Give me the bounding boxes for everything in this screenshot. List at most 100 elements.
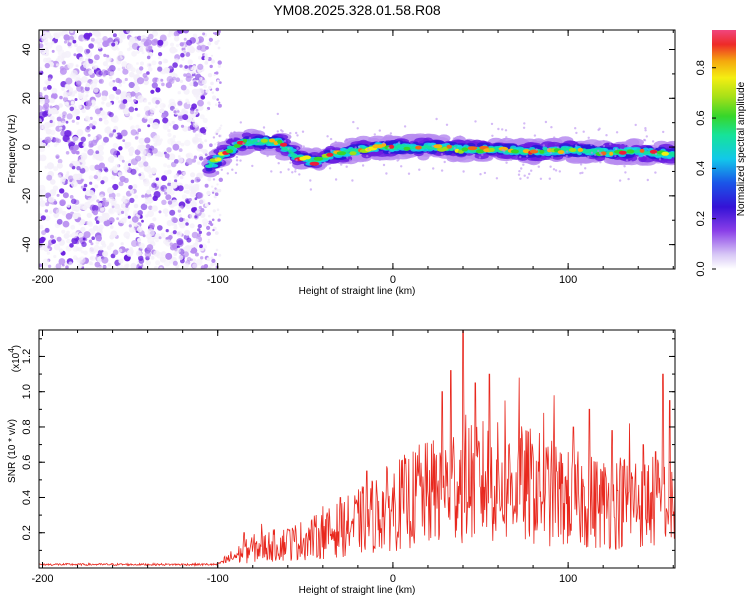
noise-dot [188, 64, 193, 69]
noise-dot [102, 250, 109, 257]
noise-dot [177, 157, 184, 164]
noise-dot [43, 94, 49, 100]
noise-dot [185, 52, 191, 57]
noise-dot [69, 195, 74, 199]
ridge-scatter [334, 140, 337, 144]
noise-dot [178, 112, 183, 116]
noise-dot [151, 39, 158, 46]
ridge-scatter [539, 177, 543, 180]
noise-dot [76, 121, 80, 125]
noise-dot [108, 133, 114, 138]
noise-dot [128, 185, 133, 190]
noise-dot [66, 204, 71, 208]
noise-dot [128, 151, 134, 157]
noise-dot [160, 232, 165, 237]
noise-dot [128, 226, 136, 233]
snr-scale-prefix: (x10 [11, 352, 22, 372]
noise-dot [95, 150, 100, 155]
noise-dot [53, 254, 57, 259]
noise-dot [45, 32, 52, 39]
noise-dot [69, 72, 77, 79]
ridge-scatter [389, 132, 393, 135]
noise-dot [203, 84, 207, 89]
noise-dot [68, 175, 74, 181]
noise-dot [92, 120, 97, 126]
ridge-scatter [504, 129, 508, 132]
noise-dot [205, 46, 209, 50]
noise-dot [128, 115, 133, 121]
ridge-scatter [523, 122, 526, 125]
noise-dot [152, 77, 158, 83]
ridge-scatter [320, 167, 323, 170]
ridge-scatter [522, 126, 526, 129]
noise-dot [92, 30, 99, 36]
noise-dot [104, 126, 111, 134]
noise-dot [192, 258, 196, 263]
x-tick-label: 100 [559, 274, 577, 286]
noise-dot [87, 189, 95, 197]
ridge-scatter [270, 170, 273, 173]
noise-dot [183, 37, 187, 41]
noise-dot [206, 190, 211, 196]
noise-dot [208, 86, 212, 90]
ridge-peak [609, 151, 614, 156]
noise-dot [43, 102, 50, 109]
noise-dot [47, 111, 51, 115]
snr-panel: -200 -100 0 100 0.2 0.4 0.6 0.8 1.0 1.2 Height o… [7, 329, 676, 596]
noise-dot [121, 90, 128, 97]
noise-dot [123, 216, 128, 221]
ridge-scatter [548, 177, 551, 180]
noise-dot [41, 230, 47, 236]
noise-dot [216, 208, 220, 211]
noise-dot [69, 163, 74, 168]
ridge-scatter [397, 158, 400, 161]
noise-dot [144, 99, 147, 103]
noise-dot [126, 47, 131, 52]
noise-dot [51, 87, 58, 94]
noise-dot [106, 245, 112, 251]
ridge-scatter [670, 142, 674, 145]
ridge-scatter [233, 130, 236, 134]
noise-dot [184, 139, 191, 147]
noise-dot [94, 153, 102, 161]
ridge-scatter [662, 130, 665, 134]
noise-dot [167, 182, 172, 187]
noise-dot [88, 175, 94, 180]
noise-dot [104, 111, 108, 115]
ridge-scatter [382, 163, 386, 167]
ridge-scatter [619, 142, 622, 145]
noise-dot [137, 210, 143, 216]
noise-dot [98, 224, 104, 230]
noise-dot [80, 185, 84, 189]
noise-dot [128, 224, 132, 228]
noise-dot [82, 237, 86, 241]
noise-dot [124, 110, 130, 117]
noise-dot [51, 49, 55, 53]
noise-dot [173, 58, 180, 64]
noise-dot [197, 104, 204, 111]
ridge-scatter [644, 127, 647, 130]
noise-dot [118, 248, 123, 253]
ridge-scatter [537, 165, 540, 168]
ridge-scatter [481, 153, 484, 156]
ridge-scatter [497, 127, 500, 131]
noise-dot [150, 167, 157, 174]
noise-dot [43, 86, 48, 91]
noise-dot [192, 183, 199, 191]
ridge-peak [277, 139, 283, 144]
ridge-peak [326, 152, 334, 157]
noise-dot [130, 262, 137, 269]
ridge-scatter [510, 158, 513, 161]
spectrogram-x-ticks: -200 -100 0 100 [31, 30, 674, 286]
noise-dot [211, 185, 214, 188]
noise-dot [94, 184, 99, 189]
noise-dot [176, 248, 181, 253]
noise-dot [170, 244, 176, 251]
noise-dot [131, 216, 139, 223]
ridge-scatter [535, 148, 538, 151]
noise-dot [202, 222, 208, 227]
noise-dot [115, 89, 122, 95]
noise-dot [66, 238, 71, 244]
noise-dot [39, 200, 46, 207]
ridge-scatter [265, 147, 268, 150]
